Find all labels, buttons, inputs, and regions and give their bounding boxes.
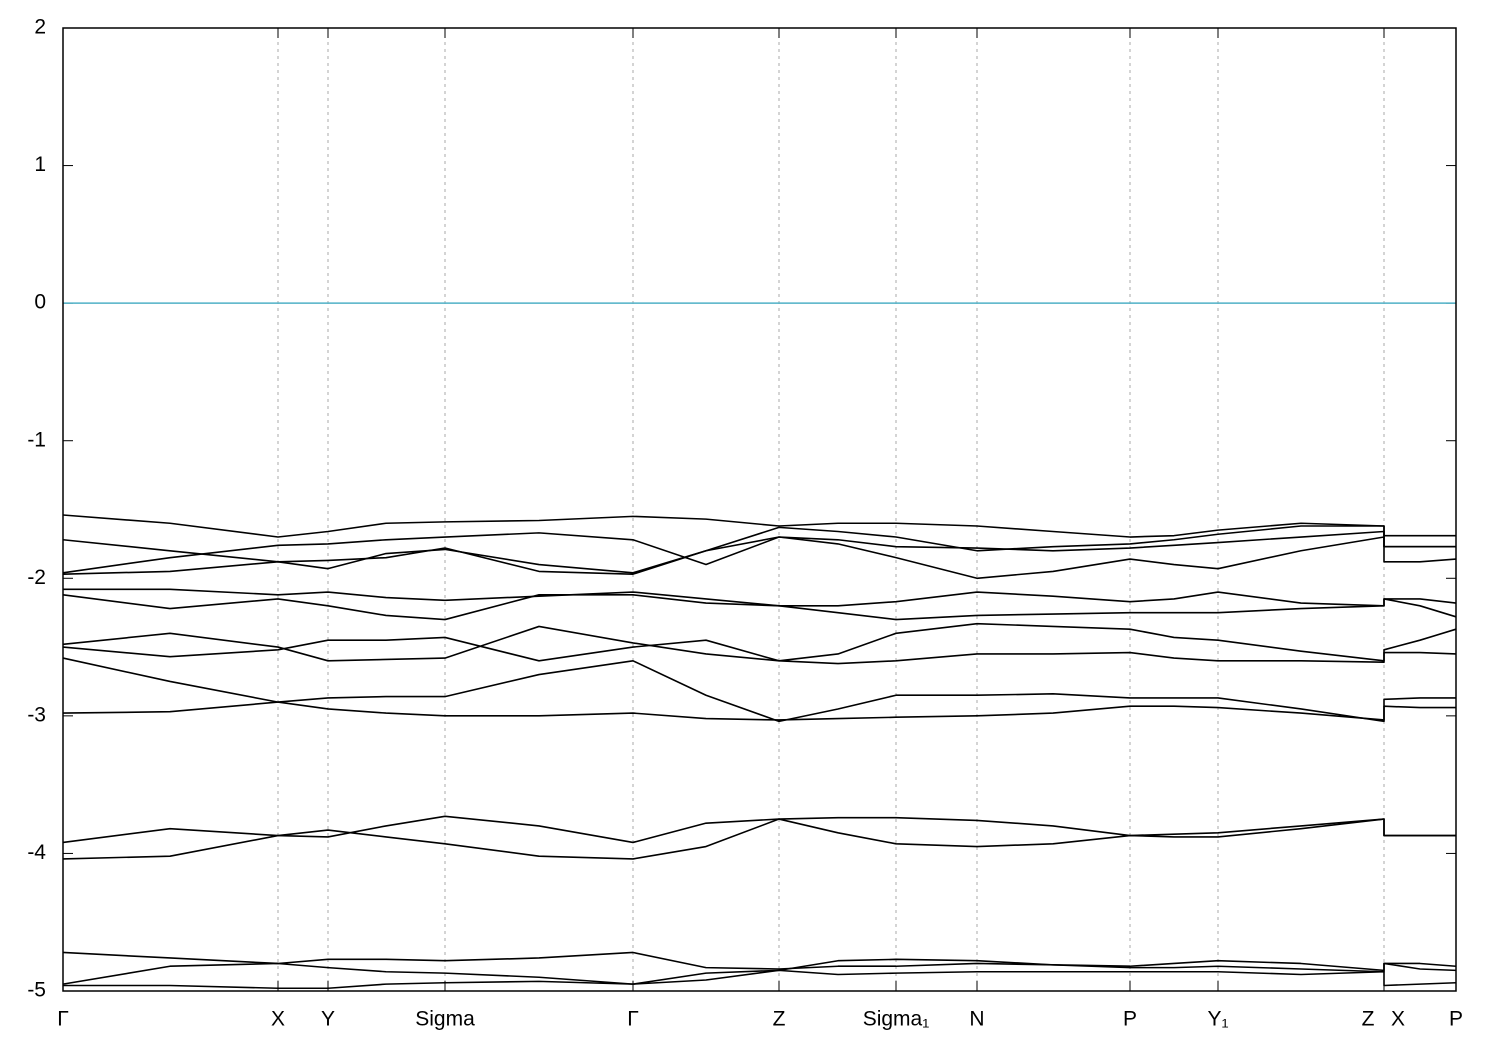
band-line xyxy=(62,628,1457,665)
y-tick-label: 0 xyxy=(34,291,46,314)
x-tick-label: P xyxy=(1449,1008,1463,1031)
x-tick-label: N xyxy=(969,1008,984,1031)
x-tick-label: X xyxy=(1391,1008,1405,1031)
band-line xyxy=(62,815,1456,844)
x-tick-label: Γ xyxy=(627,1008,639,1031)
band-line xyxy=(62,593,1457,621)
band-line xyxy=(62,660,1456,723)
x-tick-label: Sigma xyxy=(415,1008,475,1031)
band-line xyxy=(62,525,1456,574)
y-tick-label: -2 xyxy=(27,566,46,589)
band-line xyxy=(62,951,1457,972)
band-line xyxy=(63,969,1457,990)
band-line xyxy=(62,514,1456,538)
band-line xyxy=(63,588,1457,607)
x-tick-label: X xyxy=(271,1008,285,1031)
y-tick-label: -1 xyxy=(27,428,46,451)
x-tick-label: Y xyxy=(321,1008,335,1031)
band-line xyxy=(62,657,1456,721)
band-line xyxy=(62,536,1457,580)
band-line xyxy=(62,818,1456,860)
y-tick-label: -4 xyxy=(27,841,46,864)
band-line xyxy=(62,958,1457,985)
band-line xyxy=(62,622,1457,662)
y-tick-label: -5 xyxy=(27,979,46,1002)
x-tick-label: Y₁ xyxy=(1207,1008,1228,1031)
x-tick-label: Γ xyxy=(57,1008,69,1031)
x-tick-label: Z xyxy=(1362,1008,1375,1031)
y-tick-label: 2 xyxy=(34,16,46,39)
plot-frame xyxy=(62,27,1457,992)
y-tick-label: -3 xyxy=(27,703,46,726)
x-tick-label: Z xyxy=(773,1008,786,1031)
band-line xyxy=(62,530,1456,574)
y-tick-label: 1 xyxy=(34,153,46,176)
x-tick-label: P xyxy=(1123,1008,1137,1031)
x-tick-label: Sigma₁ xyxy=(863,1008,930,1031)
